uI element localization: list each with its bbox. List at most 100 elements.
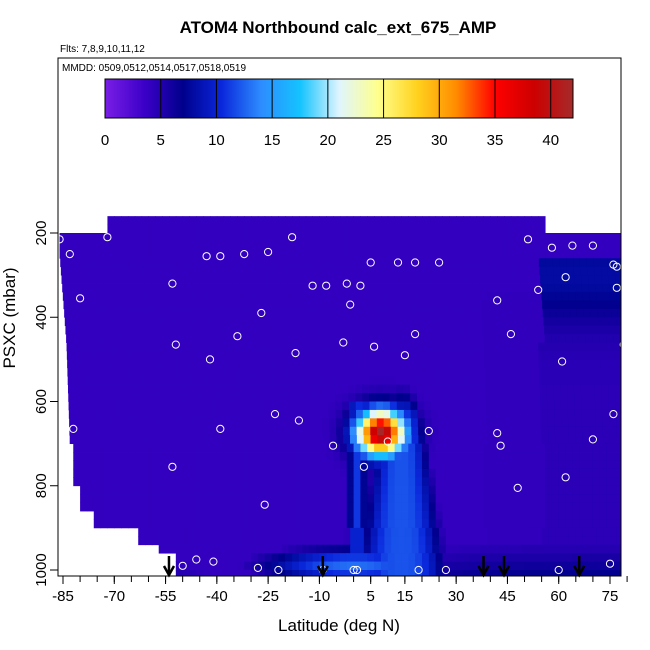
heatmap-cell [315, 426, 323, 436]
heatmap-cell [333, 241, 341, 251]
heatmap-cell [414, 334, 423, 343]
heatmap-cell [192, 283, 200, 293]
heatmap-cell [357, 544, 365, 554]
heatmap-cell [586, 553, 594, 562]
heatmap-cell [329, 291, 337, 301]
heatmap-cell [539, 367, 547, 377]
heatmap-cell [520, 418, 528, 428]
heatmap-cell [380, 443, 389, 453]
heatmap-cell [314, 275, 322, 284]
heatmap-cell [185, 283, 193, 293]
heatmap-cell [74, 367, 82, 377]
heatmap-cell [572, 477, 580, 487]
heatmap-cell [624, 435, 631, 444]
heatmap-cell [574, 401, 582, 411]
heatmap-cell [353, 502, 361, 512]
heatmap-cell [582, 536, 590, 546]
heatmap-cell [491, 376, 499, 386]
heatmap-cell [595, 409, 603, 419]
heatmap-cell [615, 401, 621, 411]
heatmap-cell [278, 241, 286, 251]
heatmap-cell [428, 553, 437, 562]
heatmap-cell [368, 266, 376, 276]
heatmap-cell [478, 401, 487, 411]
heatmap-cell [399, 317, 408, 327]
heatmap-cell [305, 485, 314, 495]
heatmap-cell [418, 536, 426, 546]
heatmap-cell [230, 350, 239, 360]
heatmap-cell [497, 553, 505, 562]
heatmap-cell [496, 325, 504, 335]
heatmap-cell [278, 249, 286, 259]
heatmap-cell [326, 561, 334, 571]
heatmap-cell [216, 570, 225, 576]
heatmap-cell [169, 359, 178, 369]
heatmap-cell [305, 443, 314, 453]
heatmap-cell [560, 401, 569, 411]
heatmap-cell [213, 291, 221, 301]
heatmap-cell [198, 283, 207, 293]
heatmap-cell [533, 401, 541, 411]
heatmap-cell [476, 452, 485, 461]
heatmap-cell [333, 460, 341, 470]
heatmap-cell [182, 460, 190, 470]
heatmap-cell [476, 216, 485, 225]
heatmap-cell [298, 452, 307, 461]
heatmap-cell [486, 291, 495, 301]
heatmap-cell [254, 527, 262, 537]
heatmap-cell [386, 317, 394, 327]
heatmap-cell [566, 367, 574, 377]
heatmap-cell [394, 342, 403, 352]
heatmap-cell [531, 249, 539, 259]
heatmap-cell [622, 275, 629, 284]
heatmap-cell [339, 485, 348, 495]
heatmap-cell [100, 519, 108, 529]
heatmap-cell [395, 350, 403, 360]
heatmap-cell [351, 317, 360, 327]
heatmap-cell [491, 367, 499, 377]
heatmap-cell [368, 376, 376, 386]
heatmap-cell [507, 291, 515, 301]
heatmap-cell [61, 275, 69, 284]
heatmap-cell [594, 376, 602, 386]
heatmap-cell [148, 485, 156, 495]
heatmap-cell [172, 300, 181, 310]
heatmap-cell [114, 216, 122, 225]
heatmap-cell [604, 308, 612, 318]
heatmap-cell [428, 519, 437, 529]
heatmap-cell [421, 570, 430, 576]
heatmap-cell [335, 418, 344, 428]
sample-point [240, 250, 249, 259]
heatmap-cell [490, 519, 498, 529]
heatmap-cell [81, 376, 89, 386]
heatmap-cell [147, 325, 155, 335]
heatmap-cell [613, 342, 621, 352]
heatmap-cell [103, 435, 112, 445]
heatmap-cell [476, 334, 484, 343]
heatmap-cell [251, 359, 260, 369]
heatmap-cell [148, 494, 156, 503]
heatmap-cell [189, 477, 197, 487]
heatmap-cell [580, 266, 588, 276]
heatmap-cell [360, 468, 368, 478]
heatmap-cell [233, 418, 241, 428]
heatmap-cell [434, 325, 443, 335]
heatmap-cell [278, 350, 287, 360]
heatmap-cell [293, 266, 301, 276]
heatmap-cell [197, 384, 206, 394]
heatmap-cell [339, 477, 348, 487]
heatmap-cell [415, 553, 423, 562]
heatmap-cell [122, 393, 131, 402]
heatmap-cell [168, 477, 177, 487]
heatmap-cell [204, 266, 212, 276]
heatmap-cell [530, 325, 538, 335]
heatmap-cell [230, 468, 238, 478]
heatmap-cell [367, 477, 375, 487]
heatmap-cell [321, 275, 329, 284]
heatmap-cell [582, 435, 590, 445]
heatmap-cell [172, 435, 180, 445]
heatmap-cell [360, 494, 368, 503]
heatmap-cell [269, 308, 277, 318]
heatmap-cell [206, 435, 214, 445]
colorbar-gradient [104, 78, 574, 119]
